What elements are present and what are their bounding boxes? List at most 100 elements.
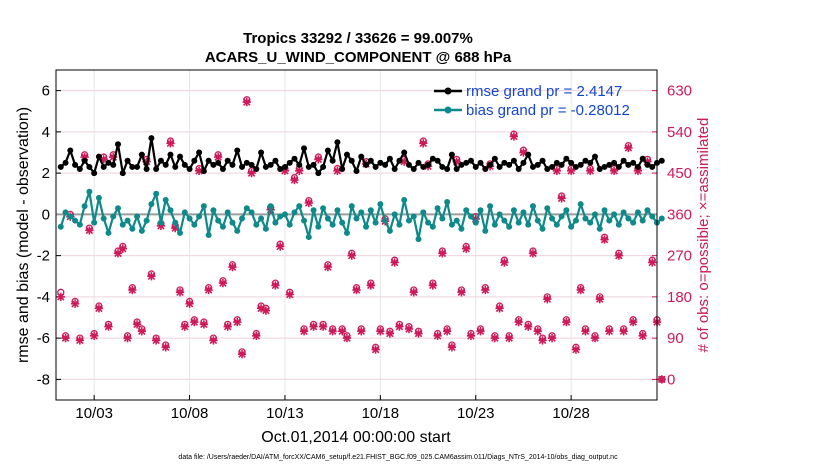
legend: rmse grand pr = 2.4147 bias grand pr = -… <box>434 83 630 119</box>
y-tick-label: 6 <box>42 83 50 100</box>
rmse-point <box>272 157 279 164</box>
bias-point <box>448 221 455 228</box>
bias-point <box>239 215 246 222</box>
rmse-point <box>553 159 560 166</box>
rmse-point <box>582 157 589 164</box>
obs-assimilated-point <box>538 336 547 345</box>
bias-point <box>234 227 241 234</box>
rmse-point <box>215 159 222 166</box>
rmse-point <box>129 163 136 170</box>
rmse-point <box>382 161 389 168</box>
rmse-point <box>124 157 131 164</box>
rmse-point <box>305 163 312 170</box>
rmse-point <box>420 163 427 170</box>
obs-assimilated-point <box>557 194 566 203</box>
rmse-point <box>191 157 198 164</box>
obs-assimilated-point <box>495 304 504 313</box>
obs-assimilated-point <box>552 166 561 175</box>
rmse-point <box>243 159 250 166</box>
rmse-point <box>286 159 293 166</box>
obs-assimilated-point <box>514 317 523 327</box>
obs-assimilated-point <box>457 288 466 297</box>
bias-point <box>529 203 536 210</box>
rmse-point <box>425 161 432 168</box>
obs-assimilated-point <box>409 288 418 297</box>
obs-assimilated-point <box>314 155 323 164</box>
bias-point <box>205 232 212 238</box>
rmse-point <box>234 147 241 154</box>
rmse-point <box>210 161 217 168</box>
obs-assimilated-point <box>271 281 280 290</box>
bias-point <box>410 213 417 220</box>
obs-assimilated-point <box>147 272 156 281</box>
rmse-point <box>339 166 346 172</box>
rmse-point <box>386 155 393 162</box>
rmse-point <box>172 163 179 170</box>
rmse-point <box>329 157 336 164</box>
rmse-point <box>177 153 184 160</box>
obs-assimilated-point <box>638 331 647 340</box>
obs-assimilated-point <box>366 281 375 290</box>
bias-point <box>577 201 584 208</box>
bias-point <box>296 203 303 210</box>
bias-point <box>482 227 489 234</box>
obs-assimilated-point <box>161 343 170 352</box>
rmse-point <box>601 163 608 170</box>
bias-point <box>105 229 112 236</box>
rmse-point <box>377 159 384 166</box>
rmse-point <box>363 161 370 168</box>
bias-point <box>377 201 384 208</box>
bias-point <box>634 209 641 216</box>
rmse-point <box>67 147 74 154</box>
obs-assimilated-point <box>104 322 113 331</box>
bias-point <box>363 223 370 230</box>
bias-point <box>200 203 207 210</box>
rmse-point <box>281 163 288 170</box>
rmse-point <box>143 166 150 172</box>
rmse-point <box>515 166 522 172</box>
bias-point <box>649 213 656 220</box>
obs-assimilated-point <box>252 331 261 340</box>
bias-point <box>324 215 331 222</box>
rmse-point <box>591 153 598 160</box>
obs-assimilated-point <box>85 226 94 235</box>
bias-point <box>520 209 527 216</box>
obs-assimilated-point <box>624 143 633 153</box>
obs-assimilated-point <box>285 290 294 299</box>
rmse-point <box>153 166 160 172</box>
obs-assimilated-point <box>204 285 213 295</box>
obs-assimilated-point <box>385 329 395 338</box>
rmse-point <box>501 159 508 166</box>
obs-assimilated-point <box>152 336 161 345</box>
bias-point <box>286 221 293 228</box>
x-tick-label: 10/23 <box>457 405 495 422</box>
bias-point <box>215 217 222 224</box>
obs-assimilated-point <box>414 329 423 338</box>
obs-assimilated-point <box>648 258 657 267</box>
rmse-point <box>611 159 618 166</box>
obs-assimilated-point <box>605 327 614 336</box>
rmse-point <box>353 168 360 175</box>
bias-point <box>611 211 618 218</box>
rmse-point <box>62 159 69 166</box>
rmse-point <box>224 157 231 164</box>
rmse-point <box>458 161 465 168</box>
obs-assimilated-point <box>628 317 638 327</box>
bias-point <box>148 201 155 208</box>
bias-point <box>167 207 174 214</box>
rmse-point <box>525 151 532 158</box>
bias-point <box>425 219 432 226</box>
rmse-point <box>434 157 441 164</box>
chart-title: Tropics 33292 / 33626 = 99.007% <box>243 30 473 47</box>
bias-point <box>301 217 308 224</box>
bias-point <box>391 211 398 218</box>
bias-point <box>339 219 346 226</box>
bias-point <box>382 217 389 224</box>
bias-point <box>186 215 193 222</box>
obs-assimilated-point <box>223 322 232 331</box>
bias-point <box>615 221 622 228</box>
obs-assimilated-point <box>462 244 471 253</box>
chart-subtitle: ACARS_U_WIND_COMPONENT @ 688 hPa <box>205 49 512 66</box>
rmse-point <box>658 157 665 164</box>
obs-assimilated-point <box>342 333 352 343</box>
